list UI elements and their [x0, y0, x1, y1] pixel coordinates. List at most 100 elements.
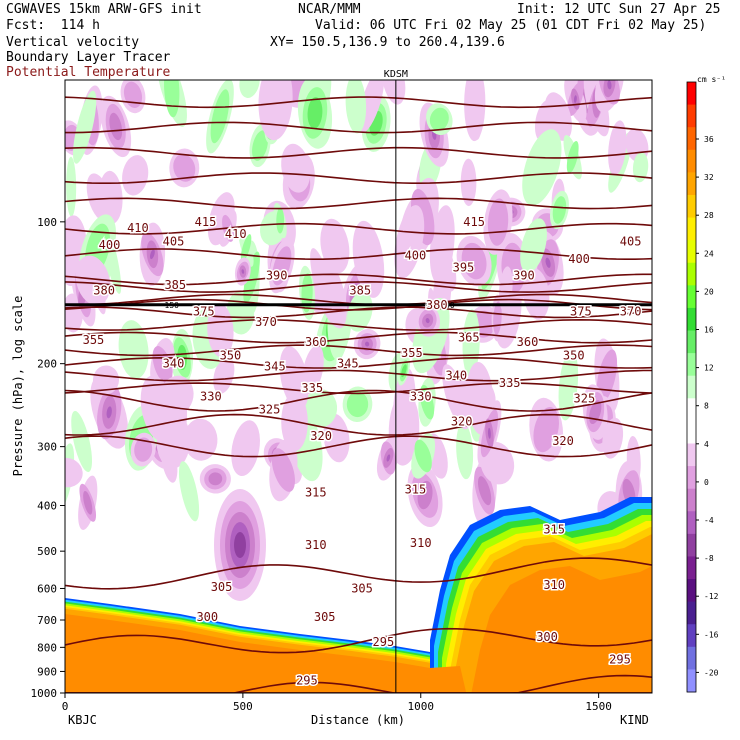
updraft-blob [346, 391, 369, 418]
theta-contour [65, 121, 652, 134]
updraft-blob [456, 422, 474, 480]
theta-label: 390 [513, 269, 535, 283]
theta-label: 390 [266, 269, 288, 283]
theta-label: 295 [296, 673, 318, 687]
downdraft-blob [208, 472, 223, 486]
y-tick-label: 900 [37, 665, 57, 678]
theta-contour [65, 389, 652, 412]
colorbar-segment [687, 466, 696, 490]
downdraft-blob [271, 448, 295, 492]
colorbar-label: 24 [704, 249, 714, 258]
theta-contour [65, 197, 652, 210]
theta-label: 400 [405, 249, 427, 263]
updraft-blob [552, 196, 567, 224]
downdraft-blob [493, 301, 502, 335]
theta-label: 370 [620, 305, 642, 319]
theta-contour [65, 674, 652, 693]
y-axis-label: Pressure (hPa), log scale [11, 296, 25, 477]
downdraft-blob [279, 346, 309, 411]
theta-label: 320 [310, 429, 332, 443]
theta-label: 345 [264, 360, 286, 374]
colorbar-segment [687, 82, 696, 106]
theta-contour [65, 356, 652, 369]
downdraft-blob [533, 407, 559, 453]
theta-contour [65, 435, 652, 458]
theta-contour [65, 298, 652, 311]
theta-label: 315 [543, 523, 565, 537]
updraft-blob [522, 129, 562, 206]
tracer-band [471, 566, 652, 693]
theta-label: 305 [351, 581, 373, 595]
colorbar-label: 36 [704, 135, 714, 144]
colorbar-segment [687, 375, 696, 399]
downdraft-blob [469, 96, 482, 141]
theta-label: 295 [373, 635, 395, 649]
colorbar-segment [687, 669, 696, 693]
downdraft-blob [241, 269, 245, 274]
theta-label: 330 [200, 390, 222, 404]
downdraft-blob [83, 490, 93, 515]
updraft-blob [462, 309, 480, 377]
updraft-blob [307, 97, 323, 129]
downdraft-blob [99, 170, 123, 224]
downdraft-blob [75, 255, 111, 306]
updraft-blob [252, 130, 269, 161]
colorbar-label: 16 [704, 326, 714, 335]
colorbar-segment [687, 149, 696, 173]
theta-label: 335 [301, 381, 323, 395]
theta-contour [65, 172, 652, 184]
downdraft-blob [461, 242, 487, 280]
downdraft-blob [92, 365, 120, 395]
updraft-blob [210, 89, 230, 144]
colorbar-segment [687, 556, 696, 580]
downdraft-blob [487, 198, 509, 246]
theta-label: 310 [410, 536, 432, 550]
theta-label: 395 [453, 260, 475, 274]
y-tick-label: 200 [37, 358, 57, 371]
theta-label: 375 [193, 305, 215, 319]
updraft-blob [178, 461, 200, 522]
colorbar-segment [687, 646, 696, 670]
theta-contour [65, 557, 652, 590]
colorbar-segment [687, 262, 696, 286]
colorbar-segment [687, 579, 696, 603]
theta-label: 350 [563, 348, 585, 362]
colorbar-segment [687, 194, 696, 219]
theta-label: 350 [220, 348, 242, 362]
theta-contour [65, 248, 652, 260]
updraft-blob [632, 152, 649, 183]
colorbar-segment [687, 104, 696, 128]
colorbar-unit: cm s⁻¹ [697, 75, 726, 84]
colorbar-segment [687, 420, 696, 444]
x-axis-label: Distance (km) [311, 713, 405, 727]
theta-label: 410 [127, 221, 149, 235]
theta-contour [65, 146, 652, 159]
header-title: CGWAVES 15km ARW-GFS init [6, 2, 202, 17]
theta-contour [65, 96, 652, 109]
downdraft-blob [106, 406, 112, 419]
colorbar-segment [687, 624, 696, 648]
y-tick-label: 700 [37, 614, 57, 627]
downdraft-blob [183, 418, 218, 461]
downdraft-blob [460, 158, 477, 207]
theta-contour [65, 627, 652, 654]
downdraft-blob [272, 246, 292, 286]
colorbar-label: -12 [704, 592, 719, 601]
theta-label: 385 [164, 278, 186, 292]
colorbar-segment [687, 398, 696, 422]
downdraft-blob [382, 80, 406, 105]
downdraft-blob [386, 454, 391, 462]
downdraft-blob [323, 413, 350, 463]
colorbar-label: -16 [704, 630, 719, 639]
downdraft-blob [352, 220, 385, 298]
theta-label: 360 [305, 335, 327, 349]
downdraft-blob [149, 249, 155, 260]
theta-label: 315 [405, 483, 427, 497]
downdraft-blob [573, 95, 577, 104]
colorbar-segment [687, 240, 696, 264]
colorbar-segment [687, 488, 696, 512]
updraft-blob [66, 156, 77, 217]
updraft-blob [164, 80, 180, 118]
theta-label: 335 [499, 376, 521, 390]
